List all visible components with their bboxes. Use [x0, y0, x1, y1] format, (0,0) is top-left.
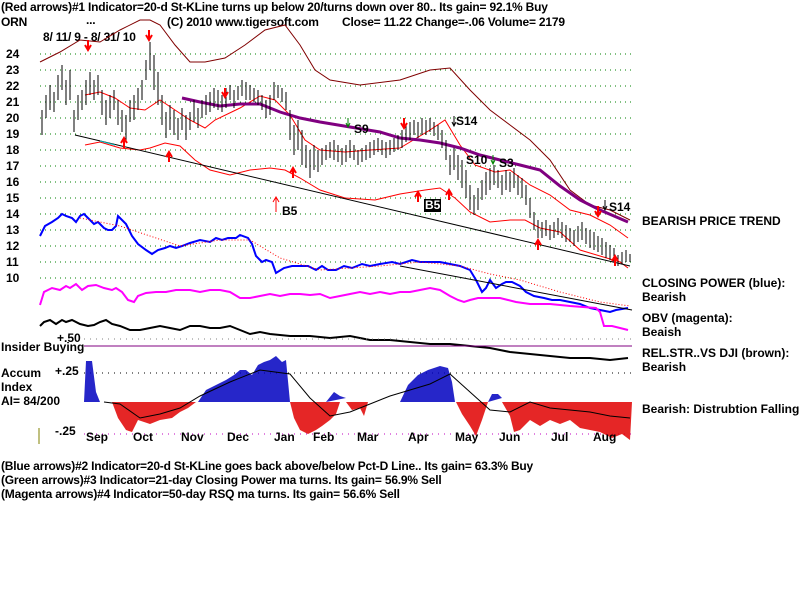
cp-trend-line: [399, 265, 633, 311]
relstr-title: REL.STR..VS DJI (brown):: [642, 346, 790, 360]
arrow-up-icon: [289, 166, 297, 178]
y-tick-17: 17: [6, 159, 20, 173]
lower-band: [84, 141, 629, 269]
arrow-up-icon: [165, 150, 173, 162]
signal-b5-jan: B5: [282, 204, 298, 218]
signal-s14-apr: S14: [456, 114, 478, 128]
y-tick-19: 19: [6, 127, 20, 141]
arrow-down-icon: [602, 200, 608, 212]
month-nov: Nov: [181, 430, 204, 444]
y-tick-22: 22: [6, 79, 20, 93]
arrow-down-icon: [84, 40, 92, 52]
arrow-down-icon: [400, 118, 408, 130]
closing-power-ma: [79, 217, 631, 307]
y-tick-15: 15: [6, 191, 20, 205]
quote-info: Close= 11.22 Change=-.06 Volume= 2179: [342, 15, 565, 29]
y-tick-11: 11: [6, 255, 19, 269]
red-arrows: [84, 30, 619, 266]
insider-buying-label: Insider Buying: [1, 340, 85, 354]
y-tick-14: 14: [6, 207, 20, 221]
month-oct: Oct: [133, 430, 154, 444]
month-jan: Jan: [274, 430, 295, 444]
arrow-down-icon: [345, 118, 351, 129]
minus25-label: -.25: [55, 424, 76, 438]
month-jul: Jul: [551, 430, 569, 444]
trend-line: [74, 134, 631, 267]
obv-status: Beaish: [642, 325, 682, 339]
arrow-down-icon: [594, 206, 602, 218]
month-aug: Aug: [593, 430, 617, 444]
outer-band: [39, 19, 631, 221]
grid-lines: [40, 53, 632, 279]
accum-negative-area: [112, 402, 632, 440]
y-tick-18: 18: [6, 143, 20, 157]
y-tick-12: 12: [6, 239, 20, 253]
month-sep: Sep: [86, 430, 109, 444]
y-tick-10: 10: [6, 271, 20, 285]
signal-s3: S3: [499, 156, 514, 170]
black-arrows: [451, 116, 608, 212]
accum-ma-line: [103, 369, 631, 419]
arrow-down-icon: [451, 116, 457, 128]
y-tick-16: 16: [6, 175, 20, 189]
indicator-3-description: (Green arrows)#3 Indicator=21-day Closin…: [1, 473, 442, 487]
month-mar: Mar: [357, 430, 379, 444]
indicator-4-description: (Magenta arrows)#4 Indicator=50-day RSQ …: [1, 487, 400, 501]
ai-value: AI= 84/200: [1, 394, 61, 408]
month-apr: Apr: [408, 430, 429, 444]
closing-power-line: [39, 212, 629, 314]
arrow-up-icon: [611, 254, 619, 266]
obv-title: OBV (magenta):: [642, 311, 733, 325]
y-tick-13: 13: [6, 223, 20, 237]
index-label: Index: [1, 380, 33, 394]
indicator-2-description: (Blue arrows)#2 Indicator=20-d St-KLine …: [1, 459, 534, 473]
closing-power-title: CLOSING POWER (blue):: [642, 276, 786, 290]
date-range: 8/ 11/ 9 - 8/ 31/ 10: [43, 30, 136, 44]
arrow-down-icon: [221, 88, 229, 99]
signal-s14-aug: S14: [609, 200, 631, 214]
ellipsis: ...: [86, 13, 96, 27]
arrow-up-icon: [272, 196, 280, 212]
accum-status: Bearish: Distrubtion Falling.: [642, 402, 800, 416]
signal-s10: S10: [466, 153, 488, 167]
y-tick-20: 20: [6, 111, 20, 125]
indicator-1-description: (Red arrows)#1 Indicator=20-d St-KLine t…: [1, 0, 548, 14]
arrow-up-icon: [414, 190, 422, 202]
arrow-down-icon: [145, 30, 153, 42]
ticker-symbol: ORN: [1, 15, 28, 29]
month-may: May: [455, 430, 479, 444]
month-feb: Feb: [313, 430, 335, 444]
price-bars: [41, 42, 631, 266]
closing-power-status: Bearish: [642, 290, 687, 304]
y-tick-21: 21: [6, 95, 20, 109]
y-tick-23: 23: [6, 63, 20, 77]
month-jun: Jun: [499, 430, 521, 444]
month-dec: Dec: [227, 430, 250, 444]
accum-positive-area: [84, 356, 502, 402]
signal-s9: S9: [354, 122, 369, 136]
signal-b5-apr: B5: [424, 198, 442, 212]
plus25-label: +.25: [55, 364, 79, 378]
arrow-up-icon: [534, 238, 542, 250]
trend-line-cyan: [99, 140, 116, 146]
copyright: (C) 2010 www.tigersoft.com: [167, 15, 319, 29]
accum-label: Accum: [1, 366, 42, 380]
relstr-status: Bearish: [642, 360, 687, 374]
plus50-label: +.50: [57, 331, 81, 345]
obv-line: [39, 282, 629, 331]
arrow-up-icon: [120, 136, 128, 148]
relstr-line: [39, 318, 629, 362]
arrow-up-icon: [445, 188, 453, 200]
arrow-down-icon: [490, 155, 496, 166]
green-arrows: [345, 118, 496, 166]
y-tick-24: 24: [6, 47, 20, 61]
price-trend-label: BEARISH PRICE TREND: [642, 214, 781, 228]
upper-band: [84, 91, 629, 239]
